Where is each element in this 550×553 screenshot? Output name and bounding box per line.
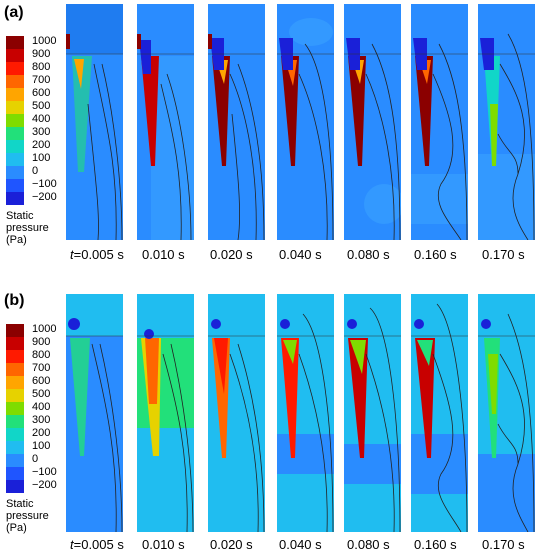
legend-tick: 200 xyxy=(32,427,51,439)
frame-b-4 xyxy=(344,294,401,532)
legend-tick: 700 xyxy=(32,362,51,374)
legend-tick: 800 xyxy=(32,349,51,361)
frame-a-2 xyxy=(208,4,265,240)
frame-b-1 xyxy=(137,294,194,532)
legend-tick: 300 xyxy=(32,414,51,426)
legend-tick: 200 xyxy=(32,139,51,151)
legend-tick: 700 xyxy=(32,74,51,86)
panel-b-label: (b) xyxy=(4,292,25,309)
time-label-a: 0.010 s xyxy=(142,247,185,262)
time-label-a: t=0.005 s xyxy=(70,247,124,262)
frame-a-3 xyxy=(277,4,334,240)
frame-a-6 xyxy=(478,4,535,240)
time-label-b: 0.040 s xyxy=(279,537,322,552)
legend-tick: −100 xyxy=(32,178,57,190)
legend-title-b: Static pressure (Pa) xyxy=(6,498,49,534)
frame-b-5 xyxy=(411,294,468,532)
legend-tick: 1000 xyxy=(32,35,57,47)
time-label-a: 0.080 s xyxy=(347,247,390,262)
time-label-b: 0.020 s xyxy=(210,537,253,552)
frame-a-5 xyxy=(411,4,468,240)
frame-b-2 xyxy=(208,294,265,532)
legend-tick: 800 xyxy=(32,61,51,73)
legend-tick: 100 xyxy=(32,440,51,452)
time-label-b: 0.160 s xyxy=(414,537,457,552)
legend-tick: −200 xyxy=(32,191,57,203)
legend-tick: 1000 xyxy=(32,323,57,335)
time-label-a: 0.160 s xyxy=(414,247,457,262)
time-label-b: 0.010 s xyxy=(142,537,185,552)
frame-b-0 xyxy=(66,294,123,532)
legend-tick: 600 xyxy=(32,87,51,99)
legend-tick: 900 xyxy=(32,336,51,348)
legend-tick: 500 xyxy=(32,388,51,400)
legend-tick: 400 xyxy=(32,113,51,125)
frame-b-6 xyxy=(478,294,535,532)
time-label-a: 0.170 s xyxy=(482,247,525,262)
legend-tick: 500 xyxy=(32,100,51,112)
time-label-b: 0.170 s xyxy=(482,537,525,552)
legend-tick: −200 xyxy=(32,479,57,491)
legend-tick: 400 xyxy=(32,401,51,413)
time-label-a: 0.020 s xyxy=(210,247,253,262)
legend-tick: 0 xyxy=(32,165,39,177)
time-label-a: 0.040 s xyxy=(279,247,322,262)
color-scale-bar-a xyxy=(6,36,24,205)
frame-a-0 xyxy=(66,4,123,240)
legend-tick: 100 xyxy=(32,152,51,164)
legend-tick: 600 xyxy=(32,375,51,387)
legend-title-a: Static pressure (Pa) xyxy=(6,210,49,246)
legend-tick: 0 xyxy=(32,453,39,465)
frame-a-4 xyxy=(344,4,401,240)
legend-tick: 900 xyxy=(32,48,51,60)
color-scale-bar-b xyxy=(6,324,24,493)
time-label-b: 0.080 s xyxy=(347,537,390,552)
time-label-b: t=0.005 s xyxy=(70,537,124,552)
legend-tick: 300 xyxy=(32,126,51,138)
legend-tick: −100 xyxy=(32,466,57,478)
frame-b-3 xyxy=(277,294,334,532)
panel-a-label: (a) xyxy=(4,4,24,21)
frame-a-1 xyxy=(137,4,194,240)
